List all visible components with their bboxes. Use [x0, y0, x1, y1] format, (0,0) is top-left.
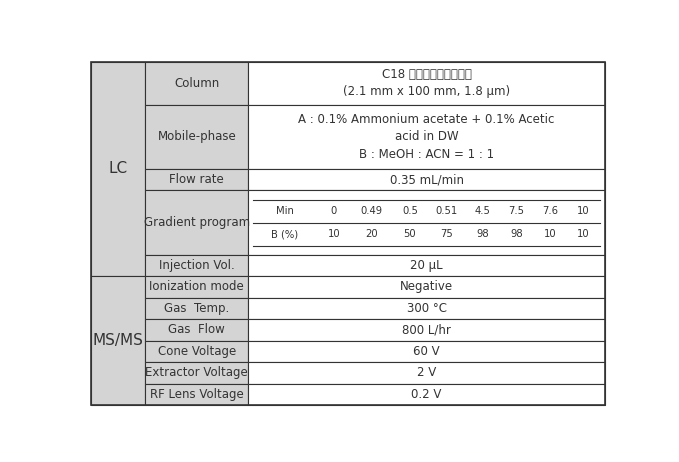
Bar [249, 255, 605, 276]
Text: 10: 10 [327, 229, 340, 239]
Bar [249, 340, 605, 362]
Bar [249, 276, 605, 298]
Bar [145, 276, 249, 298]
Text: 10: 10 [577, 206, 590, 216]
Bar [249, 61, 605, 104]
Text: A : 0.1% Ammonium acetate + 0.1% Acetic
acid in DW
B : MeOH : ACN = 1 : 1: A : 0.1% Ammonium acetate + 0.1% Acetic … [299, 113, 555, 161]
Bar [145, 169, 249, 190]
Text: 7.5: 7.5 [509, 206, 524, 216]
Text: Column: Column [175, 77, 219, 90]
Bar [249, 104, 605, 169]
Text: 0.51: 0.51 [435, 206, 458, 216]
Text: Injection Vol.: Injection Vol. [159, 259, 235, 272]
Text: MS/MS: MS/MS [93, 333, 144, 348]
Text: RF Lens Voltage: RF Lens Voltage [150, 388, 244, 401]
Text: 300 °C: 300 °C [407, 302, 447, 315]
Text: 0: 0 [331, 206, 337, 216]
Text: 7.6: 7.6 [542, 206, 558, 216]
Text: Flow rate: Flow rate [170, 173, 224, 186]
Text: 20 μL: 20 μL [410, 259, 443, 272]
Bar [145, 61, 249, 104]
Text: 60 V: 60 V [414, 345, 440, 358]
Bar [249, 319, 605, 340]
Text: 4.5: 4.5 [475, 206, 491, 216]
Bar [145, 340, 249, 362]
Text: 0.35 mL/min: 0.35 mL/min [390, 173, 464, 186]
Text: Gas  Temp.: Gas Temp. [164, 302, 230, 315]
Text: Min: Min [276, 206, 294, 216]
Bar [249, 362, 605, 383]
Bar [91, 276, 145, 405]
Bar [249, 190, 605, 255]
Text: 98: 98 [477, 229, 490, 239]
Text: C18 액체크로마토그래프
(2.1 mm x 100 mm, 1.8 μm): C18 액체크로마토그래프 (2.1 mm x 100 mm, 1.8 μm) [343, 68, 510, 98]
Text: Negative: Negative [400, 280, 453, 293]
Text: B (%): B (%) [272, 229, 299, 239]
Bar [91, 61, 145, 276]
Text: 800 L/hr: 800 L/hr [402, 323, 451, 336]
Text: Gas  Flow: Gas Flow [168, 323, 225, 336]
Bar [145, 362, 249, 383]
Text: Gradient program: Gradient program [144, 216, 250, 229]
Text: 98: 98 [510, 229, 523, 239]
Text: 10: 10 [544, 229, 556, 239]
Bar [145, 383, 249, 405]
Bar [145, 104, 249, 169]
Text: 10: 10 [577, 229, 590, 239]
Text: 0.5: 0.5 [402, 206, 418, 216]
Bar [145, 298, 249, 319]
Bar [249, 169, 605, 190]
Bar [145, 190, 249, 255]
Text: 2 V: 2 V [417, 366, 437, 379]
Text: 75: 75 [440, 229, 453, 239]
Text: 0.2 V: 0.2 V [411, 388, 442, 401]
Text: 50: 50 [403, 229, 416, 239]
Text: 0.49: 0.49 [361, 206, 383, 216]
Bar [249, 383, 605, 405]
Text: 20: 20 [365, 229, 378, 239]
Text: Mobile-phase: Mobile-phase [158, 130, 236, 143]
Bar [249, 298, 605, 319]
Text: Extractor Voltage: Extractor Voltage [145, 366, 249, 379]
Bar [145, 255, 249, 276]
Text: Cone Voltage: Cone Voltage [158, 345, 236, 358]
Text: Ionization mode: Ionization mode [149, 280, 244, 293]
Text: LC: LC [109, 161, 128, 176]
Bar [145, 319, 249, 340]
